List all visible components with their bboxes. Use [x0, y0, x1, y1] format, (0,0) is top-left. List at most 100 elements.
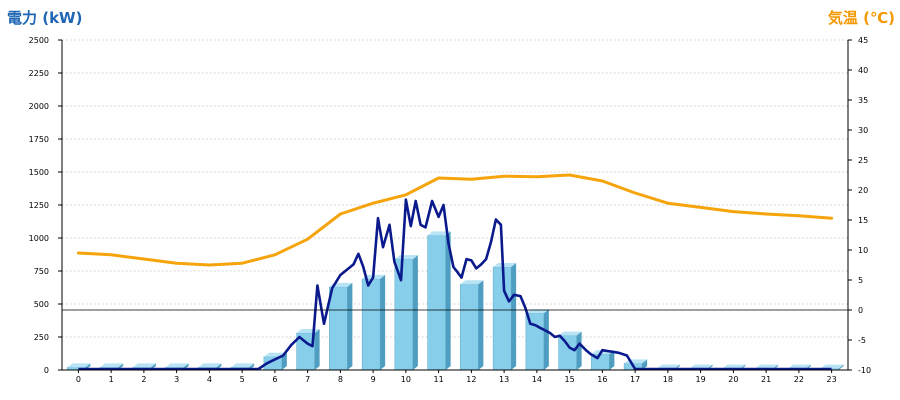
left-tick-label: 0 — [44, 366, 49, 375]
left-tick-label: 2250 — [29, 69, 49, 78]
x-tick-label: 12 — [466, 375, 476, 384]
power-bar — [591, 350, 615, 371]
left-tick-label: 1000 — [29, 234, 49, 243]
right-tick-label: 45 — [858, 36, 868, 45]
power-bar — [394, 255, 418, 371]
right-tick-label: 5 — [858, 276, 863, 285]
x-tick-label: 10 — [401, 375, 411, 384]
power-bar — [361, 274, 386, 371]
x-tick-label: 3 — [174, 375, 179, 384]
power-bar-top — [493, 263, 517, 268]
power-bar-side — [838, 364, 844, 370]
power-bar-front — [558, 335, 577, 371]
power-bar-front — [492, 266, 512, 371]
power-bar-side — [380, 274, 386, 370]
temperature-line — [76, 173, 834, 267]
power-bar-top — [198, 363, 222, 368]
x-tick-label: 21 — [761, 375, 771, 384]
power-bar-top — [100, 363, 124, 368]
x-tick-label: 9 — [371, 375, 376, 384]
power-bar-front — [394, 258, 414, 371]
power-bar-top — [755, 364, 779, 369]
left-tick-label: 2000 — [29, 102, 49, 111]
power-bar-side — [609, 350, 615, 370]
left-tick-label: 1500 — [29, 168, 49, 177]
right-tick-label: -5 — [858, 336, 866, 345]
x-tick-label: 15 — [565, 375, 575, 384]
power-bar-side — [576, 331, 582, 370]
right-tick-label: 20 — [858, 186, 868, 195]
x-tick-label: 1 — [109, 375, 114, 384]
power-bar-top — [394, 255, 418, 260]
x-tick-label: 19 — [696, 375, 706, 384]
power-bar-top — [231, 363, 255, 368]
power-bar-side — [347, 282, 353, 370]
power-bar-top — [165, 363, 189, 368]
x-tick-label: 5 — [240, 375, 245, 384]
gridlines — [62, 39, 848, 338]
right-tick-label: 10 — [858, 246, 868, 255]
x-tick-label: 0 — [76, 375, 81, 384]
right-tick-label: 35 — [858, 96, 868, 105]
power-bar-top — [656, 364, 680, 369]
x-tick-label: 20 — [728, 375, 738, 384]
power-bar-top — [132, 363, 156, 368]
power-bar — [492, 263, 517, 371]
power-bar-side — [511, 263, 517, 370]
power-bar-side — [314, 329, 320, 370]
x-tick-label: 8 — [338, 375, 343, 384]
power-bar-side — [642, 359, 648, 370]
left-tick-label: 1750 — [29, 135, 49, 144]
power-bar — [263, 352, 287, 371]
power-bar — [67, 363, 91, 371]
x-tick-label: 14 — [532, 375, 542, 384]
right-tick-label: -10 — [858, 366, 871, 375]
x-tick-label: 18 — [663, 375, 673, 384]
power-bar-side — [478, 280, 484, 370]
right-tick-label: 30 — [858, 126, 868, 135]
right-tick-label: 40 — [858, 66, 868, 75]
left-tick-label: 250 — [34, 333, 49, 342]
left-tick-label: 2500 — [29, 36, 49, 45]
x-tick-label: 17 — [630, 375, 640, 384]
power-bar-front — [427, 235, 446, 371]
left-tick-label: 1250 — [29, 201, 49, 210]
x-tick-label: 22 — [794, 375, 804, 384]
x-tick-label: 4 — [207, 375, 212, 384]
power-bar — [558, 331, 582, 371]
left-tick-label: 750 — [34, 267, 49, 276]
power-bar-side — [281, 352, 287, 370]
power-bar-top — [820, 364, 844, 369]
power-bar-top — [67, 363, 91, 368]
left-tick-label: 500 — [34, 300, 49, 309]
x-tick-label: 2 — [141, 375, 146, 384]
x-tick-label: 7 — [305, 375, 310, 384]
x-tick-label: 13 — [499, 375, 509, 384]
power-bar-top — [460, 280, 484, 285]
power-bar-side — [412, 255, 418, 370]
right-tick-label: 25 — [858, 156, 868, 165]
power-bar-top — [722, 364, 746, 369]
power-bar-top — [427, 231, 451, 236]
power-bar-top — [787, 364, 811, 369]
right-tick-label: 15 — [858, 216, 868, 225]
power-bar — [427, 231, 451, 371]
power-bar-side — [543, 309, 549, 370]
x-tick-label: 6 — [272, 375, 277, 384]
power-bar-front — [329, 286, 348, 371]
power-bar — [329, 282, 353, 371]
power-bar — [460, 280, 484, 371]
left-axis-title: 電力 (kW) — [7, 9, 82, 27]
x-tick-label: 16 — [597, 375, 607, 384]
power-bar-front — [460, 283, 479, 371]
power-line — [78, 198, 832, 371]
power-bar-top — [558, 331, 582, 336]
right-tick-label: 0 — [858, 306, 863, 315]
power-bar-top — [689, 364, 713, 369]
axes: 02505007501000125015001750200022502500-1… — [29, 36, 871, 384]
x-tick-label: 23 — [827, 375, 837, 384]
power-bar-side — [445, 231, 451, 370]
power-bar — [296, 329, 320, 371]
power-bar-front — [361, 278, 381, 371]
